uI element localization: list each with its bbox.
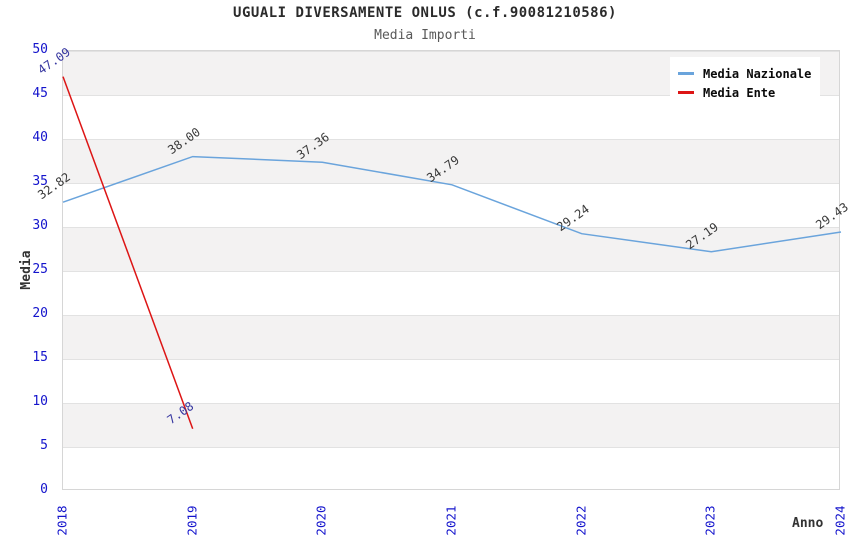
- x-tick-2021: 2021: [443, 505, 459, 536]
- legend-item-media-nazionale: Media Nazionale: [678, 64, 812, 83]
- y-tick-10: 10: [32, 394, 48, 409]
- legend-swatch-media-ente: [678, 91, 694, 94]
- y-tick-5: 5: [40, 438, 48, 453]
- x-tick-2022: 2022: [573, 505, 589, 536]
- y-tick-45: 45: [32, 86, 48, 101]
- y-tick-15: 15: [32, 350, 48, 365]
- x-axis-title: Anno: [792, 516, 824, 531]
- series-svg: [62, 76, 842, 429]
- x-tick-2024: 2024: [832, 505, 848, 536]
- x-tick-2023: 2023: [702, 505, 718, 536]
- plot-area: 32.82 38.00 37.36 34.79 29.24 27.19 29.43 47.09…: [35, 44, 850, 490]
- legend-label-media-ente: Media Ente: [703, 85, 776, 100]
- legend-swatch-media-nazionale: [678, 72, 694, 75]
- legend: Media Nazionale Media Ente: [670, 57, 820, 109]
- series-line-media-ente: [62, 76, 194, 429]
- y-tick-20: 20: [32, 306, 48, 321]
- y-tick-40: 40: [32, 130, 48, 145]
- x-tick-2019: 2019: [184, 505, 200, 536]
- y-tick-50: 50: [32, 42, 48, 57]
- y-tick-25: 25: [32, 262, 48, 277]
- x-tick-2020: 2020: [313, 505, 329, 536]
- chart-title: UGUALI DIVERSAMENTE ONLUS (c.f.900812105…: [233, 5, 617, 21]
- chart-subtitle: Media Importi: [374, 28, 476, 43]
- legend-item-media-ente: Media Ente: [678, 83, 812, 102]
- y-tick-30: 30: [32, 218, 48, 233]
- series-line-media-nazionale: [62, 155, 842, 253]
- y-tick-0: 0: [40, 482, 48, 497]
- x-tick-2018: 2018: [54, 505, 70, 536]
- legend-label-media-nazionale: Media Nazionale: [703, 66, 812, 81]
- y-tick-35: 35: [32, 174, 48, 189]
